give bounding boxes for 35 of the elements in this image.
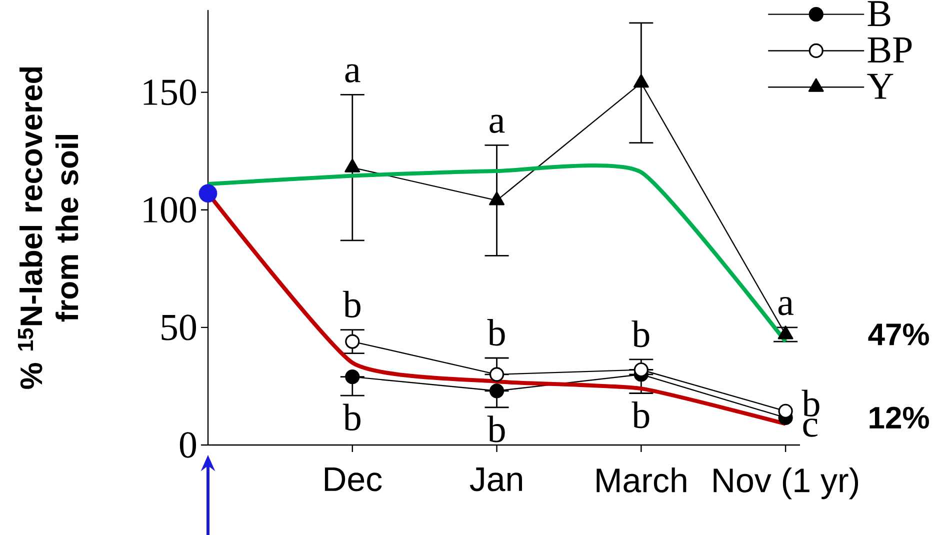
x-tick-label: Nov (1 yr) <box>714 468 858 500</box>
point <box>489 384 504 398</box>
annotation: b <box>632 320 650 348</box>
point <box>633 74 649 88</box>
y-tick-label: 0 <box>180 432 196 458</box>
point <box>489 367 504 382</box>
annotation: b <box>342 290 360 318</box>
annotation: b <box>632 401 650 428</box>
point <box>489 192 505 206</box>
x-tick-label: Dec <box>324 468 382 492</box>
annotation: b <box>487 416 505 442</box>
annotation: 47% <box>868 324 929 346</box>
y-tick-label: 150 <box>144 79 196 106</box>
point <box>344 158 360 172</box>
y-tick-label: 100 <box>144 197 196 223</box>
point <box>634 362 648 378</box>
point <box>345 370 360 384</box>
y-axis-title: % $^{15}$N-label recovered from the soil <box>18 67 78 389</box>
point <box>345 334 360 349</box>
point <box>778 404 793 418</box>
legend-label: B <box>868 1 890 26</box>
point <box>198 184 218 203</box>
annotation: a <box>490 114 505 133</box>
x-tick-label: March <box>596 468 686 492</box>
annotation: b <box>802 390 820 417</box>
annotation: a <box>778 297 794 316</box>
legend-label: BP <box>868 38 912 63</box>
legend-label: Y <box>867 74 894 99</box>
annotation: a <box>345 64 360 82</box>
x-tick-label: Jan <box>470 468 522 492</box>
annotation: b <box>342 404 360 431</box>
y-tick-label: 50 <box>162 314 196 340</box>
annotation: c <box>803 418 818 437</box>
annotation: 12% <box>870 406 929 429</box>
annotation: b <box>487 319 505 346</box>
